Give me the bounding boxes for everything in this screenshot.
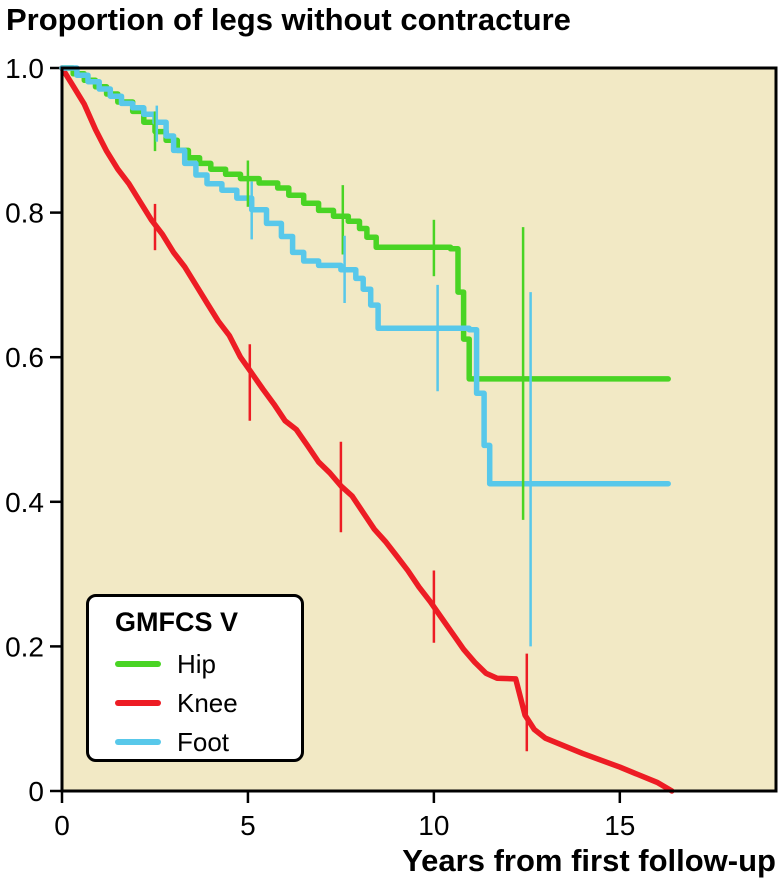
legend-label-knee: Knee xyxy=(177,688,238,718)
hip-curve xyxy=(59,65,671,382)
x-tick-label: 0 xyxy=(54,810,70,841)
legend-label-foot: Foot xyxy=(177,727,230,757)
y-tick-label: 0 xyxy=(28,776,44,807)
y-tick-label: 0.8 xyxy=(5,198,44,229)
hip-line-swatch xyxy=(115,661,161,667)
chart-title: Proportion of legs without contracture xyxy=(6,2,571,37)
x-tick-label: 15 xyxy=(604,810,635,841)
legend-title: GMFCS V xyxy=(115,607,239,637)
legend: GMFCS V Hip Knee Foot xyxy=(86,594,304,762)
legend-item-hip: Hip xyxy=(115,651,301,677)
y-tick-label: 0.6 xyxy=(5,342,44,373)
x-tick-label: 5 xyxy=(240,810,256,841)
legend-item-knee: Knee xyxy=(115,690,301,716)
legend-label-hip: Hip xyxy=(177,649,217,679)
legend-item-foot: Foot xyxy=(115,729,301,755)
x-tick-label: 10 xyxy=(418,810,449,841)
knee-line-swatch xyxy=(115,700,161,706)
foot-line-swatch xyxy=(115,739,161,745)
y-tick-label: 1.0 xyxy=(5,53,44,84)
knee-curve xyxy=(59,65,675,794)
y-tick-label: 0.4 xyxy=(5,487,44,518)
foot-curve xyxy=(59,65,671,487)
x-axis-label: Years from first follow-up xyxy=(402,843,776,878)
plot-frame xyxy=(60,66,778,793)
y-tick-label: 0.2 xyxy=(5,631,44,662)
